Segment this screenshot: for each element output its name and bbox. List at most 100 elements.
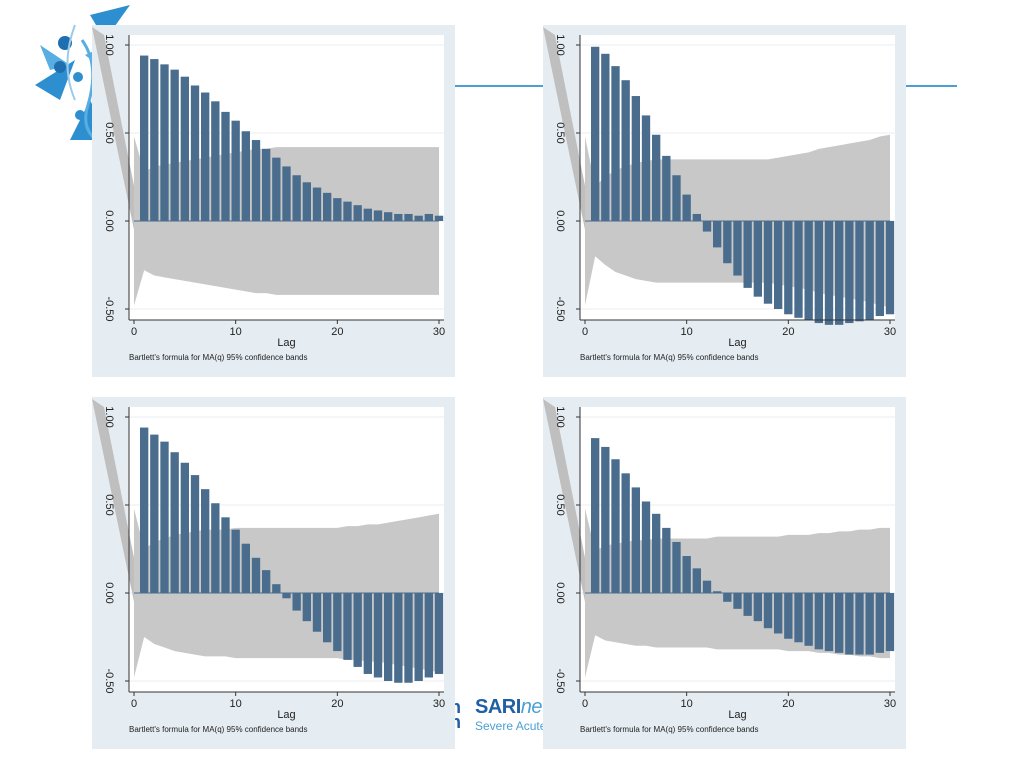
bar-lag-19 xyxy=(773,593,783,634)
acf-chart-panel-2: -0.50 0.00 0.50 1.00 0 10 20 30 Lag Bartlett's fo… xyxy=(543,25,906,377)
band-wedge xyxy=(543,27,585,230)
acf-chart-panel-1: -0.50 0.00 0.50 1.00 0 10 20 30 Lag Bartlett's fo… xyxy=(92,25,455,377)
y-tick-label-3: 1.00 xyxy=(103,406,115,427)
y-tick-label-1: 0.00 xyxy=(554,582,566,603)
brand-partial-text-1: h xyxy=(450,697,461,717)
bar-lag-4 xyxy=(621,473,630,593)
bar-lag-26 xyxy=(845,593,854,655)
x-tick-label-0: 0 xyxy=(582,326,588,338)
bar-lag-1 xyxy=(590,438,600,593)
bar-lag-24 xyxy=(824,221,834,325)
bar-lag-21 xyxy=(794,593,803,643)
bar-lag-11 xyxy=(692,213,702,221)
bar-lag-4 xyxy=(170,452,179,593)
x-tick-label-0: 0 xyxy=(131,698,137,710)
bar-lag-15 xyxy=(733,593,742,609)
bar-lag-3 xyxy=(160,441,169,593)
bar-lag-7 xyxy=(651,513,661,593)
bar-lag-16 xyxy=(743,221,752,288)
bar-lag-4 xyxy=(170,69,179,221)
bar-lag-30 xyxy=(434,593,444,674)
acf-chart-4: -0.50 0.00 0.50 1.00 0 10 20 30 Lag Bartlett's fo… xyxy=(543,397,906,749)
bar-lag-22 xyxy=(353,593,362,667)
chart-note: Bartlett's formula for MA(q) 95% confide… xyxy=(580,725,759,734)
x-tick-label-1: 10 xyxy=(230,326,242,338)
bar-lag-30 xyxy=(885,221,895,315)
bar-lag-12 xyxy=(702,580,712,593)
bar-lag-14 xyxy=(723,593,732,602)
bar-lag-27 xyxy=(404,213,413,221)
y-tick-label-2: 0.50 xyxy=(554,494,566,515)
bar-lag-21 xyxy=(343,593,352,660)
brand-name: SARInet xyxy=(475,696,548,719)
bar-lag-12 xyxy=(702,221,712,232)
bar-lag-4 xyxy=(621,80,630,221)
acf-chart-panel-3: -0.50 0.00 0.50 1.00 0 10 20 30 Lag Bartlett's fo… xyxy=(92,397,455,749)
bar-lag-22 xyxy=(804,221,813,320)
bar-lag-15 xyxy=(282,166,291,221)
y-tick-label-1: 0.00 xyxy=(554,210,566,231)
bar-lag-13 xyxy=(261,148,271,221)
y-tick-label-3: 1.00 xyxy=(103,34,115,55)
bar-lag-22 xyxy=(353,205,362,221)
bar-lag-20 xyxy=(333,198,342,221)
x-axis-label: Lag xyxy=(728,337,746,349)
y-tick-label-0: -0.50 xyxy=(103,668,115,693)
bar-lag-20 xyxy=(333,593,342,652)
bar-lag-16 xyxy=(292,175,301,221)
bar-lag-8 xyxy=(211,503,220,593)
bar-lag-1 xyxy=(590,46,600,221)
bar-lag-21 xyxy=(794,221,803,318)
bar-lag-27 xyxy=(404,593,413,683)
bar-lag-24 xyxy=(373,210,383,221)
bar-lag-6 xyxy=(190,475,200,593)
bar-lag-25 xyxy=(383,212,393,221)
bar-lag-27 xyxy=(855,221,864,322)
x-tick-label-3: 30 xyxy=(884,326,896,338)
y-tick-label-0: -0.50 xyxy=(103,296,115,321)
bar-lag-28 xyxy=(414,215,423,221)
bar-lag-17 xyxy=(302,182,312,221)
bar-lag-17 xyxy=(753,221,763,297)
y-tick-label-2: 0.50 xyxy=(103,122,115,143)
bar-lag-7 xyxy=(200,489,210,593)
bar-lag-9 xyxy=(221,517,230,593)
bar-lag-24 xyxy=(824,593,834,652)
bar-lag-28 xyxy=(414,593,423,681)
decorative-rule-left xyxy=(455,85,545,87)
bar-lag-23 xyxy=(814,593,824,650)
y-tick-label-1: 0.00 xyxy=(103,582,115,603)
bar-lag-26 xyxy=(394,593,403,683)
bar-lag-26 xyxy=(394,213,403,221)
bar-lag-8 xyxy=(662,527,671,593)
bar-lag-8 xyxy=(211,101,220,221)
bar-lag-18 xyxy=(312,593,322,632)
sarinet-brand: h n SARInet Severe Acute xyxy=(448,696,548,736)
bar-lag-25 xyxy=(383,593,393,681)
bar-lag-22 xyxy=(804,593,813,646)
bar-lag-1 xyxy=(139,55,149,221)
x-tick-label-1: 10 xyxy=(681,698,693,710)
bar-lag-11 xyxy=(692,568,702,593)
bar-lag-7 xyxy=(651,134,661,221)
bar-lag-13 xyxy=(712,221,722,248)
bar-lag-13 xyxy=(261,570,271,593)
bar-lag-14 xyxy=(723,221,732,264)
bar-lag-23 xyxy=(363,593,373,674)
bar-lag-10 xyxy=(682,194,691,221)
bar-lag-21 xyxy=(343,201,352,221)
bar-lag-26 xyxy=(845,221,854,324)
brand-partial-text-2: n xyxy=(450,712,461,732)
acf-chart-3: -0.50 0.00 0.50 1.00 0 10 20 30 Lag Bartlett's fo… xyxy=(92,397,455,749)
bar-lag-20 xyxy=(784,593,793,639)
bar-lag-23 xyxy=(363,208,373,221)
bar-lag-2 xyxy=(150,59,159,221)
bar-lag-18 xyxy=(763,221,773,304)
bar-lag-2 xyxy=(150,434,159,593)
bar-lag-23 xyxy=(814,221,824,324)
bar-lag-18 xyxy=(763,593,773,629)
brand-subtitle: Severe Acute xyxy=(475,719,547,733)
x-axis-label: Lag xyxy=(728,709,746,721)
band-wedge xyxy=(92,27,134,230)
bar-lag-2 xyxy=(601,446,610,593)
